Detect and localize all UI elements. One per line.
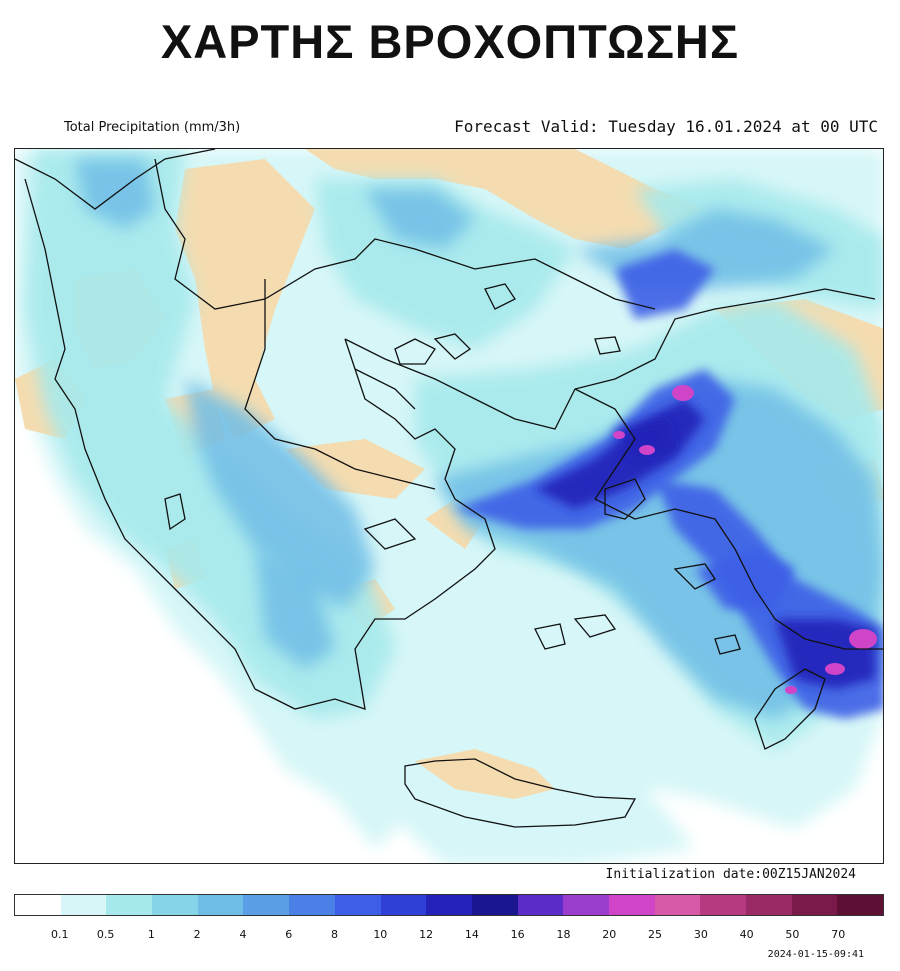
scale-tick-label: 1 bbox=[147, 928, 155, 941]
scale-tick-label: 40 bbox=[739, 928, 754, 941]
scale-swatch bbox=[517, 895, 564, 915]
scale-swatch bbox=[60, 895, 107, 915]
precipitation-map bbox=[14, 148, 884, 864]
page-title: ΧΑΡΤΗΣ ΒΡΟΧΟΠΤΩΣΗΣ bbox=[160, 15, 740, 68]
scale-tick-label: 8 bbox=[331, 928, 339, 941]
scale-tick-label: 70 bbox=[831, 928, 846, 941]
scale-swatch bbox=[608, 895, 655, 915]
scale-swatch bbox=[837, 895, 884, 915]
forecast-valid-label: Forecast Valid: Tuesday 16.01.2024 at 00… bbox=[454, 117, 878, 136]
scale-tick-label: 18 bbox=[556, 928, 571, 941]
scale-swatch bbox=[746, 895, 792, 915]
scale-swatch bbox=[15, 895, 61, 915]
scale-tick-label: 12 bbox=[419, 928, 434, 941]
scale-tick-label: 20 bbox=[602, 928, 617, 941]
scale-swatch bbox=[106, 895, 153, 915]
scale-tick-label: 14 bbox=[464, 928, 479, 941]
scale-tick-label: 50 bbox=[785, 928, 800, 941]
variable-label: Total Precipitation (mm/3h) bbox=[64, 120, 241, 135]
color-scale-bar bbox=[14, 894, 884, 916]
scale-swatch bbox=[471, 895, 518, 915]
scale-swatch bbox=[563, 895, 609, 915]
scale-swatch bbox=[334, 895, 381, 915]
scale-tick-label: 10 bbox=[373, 928, 388, 941]
scale-swatch bbox=[289, 895, 335, 915]
scale-tick-label: 30 bbox=[693, 928, 708, 941]
precip-extreme-layer bbox=[613, 385, 877, 694]
scale-swatch bbox=[243, 895, 290, 915]
scale-swatch bbox=[654, 895, 701, 915]
scale-swatch bbox=[197, 895, 244, 915]
scale-swatch bbox=[152, 895, 198, 915]
scale-swatch bbox=[700, 895, 746, 915]
scale-tick-label: 16 bbox=[510, 928, 525, 941]
timestamp: 2024-01-15-09:41 bbox=[767, 949, 864, 960]
scale-tick-label: 4 bbox=[239, 928, 247, 941]
scale-tick-label: 25 bbox=[648, 928, 663, 941]
scale-tick-label: 0.1 bbox=[51, 928, 69, 941]
initialization-date: Initialization date:00Z15JAN2024 bbox=[605, 867, 856, 882]
scale-tick-label: 2 bbox=[193, 928, 201, 941]
scale-tick-label: 6 bbox=[285, 928, 293, 941]
color-scale-ticks: 0.1 0.5 1 2 4 6 8 10 12 14 16 18 20 25 30 40 50 70 bbox=[14, 928, 884, 944]
scale-swatch bbox=[791, 895, 838, 915]
coastline-layer bbox=[15, 149, 883, 828]
scale-swatch bbox=[380, 895, 427, 915]
map-canvas bbox=[15, 149, 883, 863]
scale-swatch bbox=[426, 895, 472, 915]
scale-tick-label: 0.5 bbox=[96, 928, 115, 941]
